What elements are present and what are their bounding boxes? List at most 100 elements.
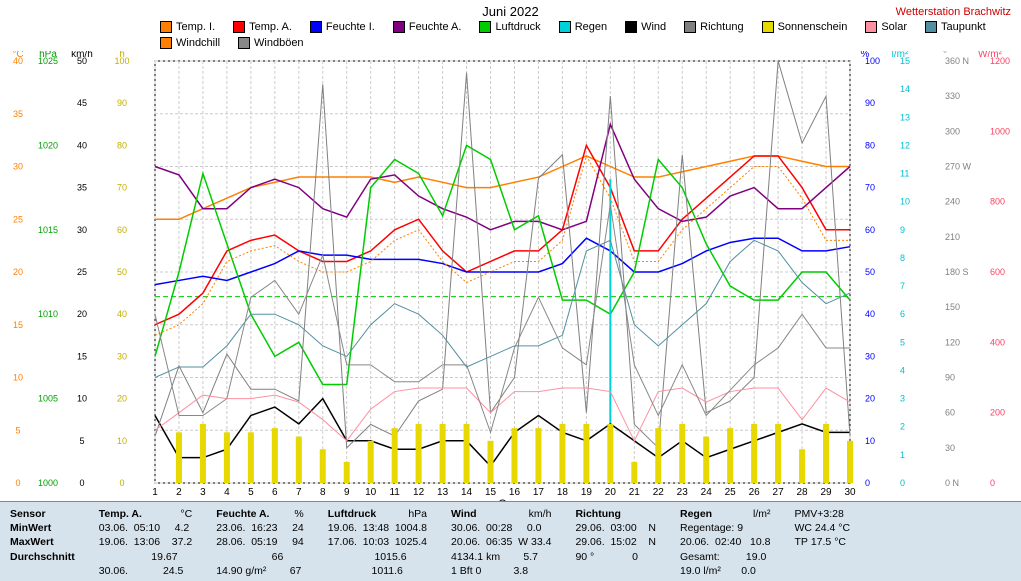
legend-item: Windchill xyxy=(160,37,220,49)
svg-text:15: 15 xyxy=(900,56,910,66)
svg-text:50: 50 xyxy=(77,56,87,66)
svg-text:330: 330 xyxy=(945,91,960,101)
svg-text:29: 29 xyxy=(820,487,832,498)
svg-text:70: 70 xyxy=(117,183,127,193)
svg-text:5: 5 xyxy=(15,425,20,435)
svg-text:10: 10 xyxy=(865,436,875,446)
chart-plot: 1234567891011121314151617181920212223242… xyxy=(0,51,1021,511)
svg-text:11: 11 xyxy=(389,487,400,498)
svg-text:180 S: 180 S xyxy=(945,267,969,277)
svg-text:23: 23 xyxy=(677,487,689,498)
legend-item: Temp. A. xyxy=(233,21,292,33)
svg-text:35: 35 xyxy=(77,183,87,193)
svg-text:1000: 1000 xyxy=(990,126,1010,136)
svg-text:20: 20 xyxy=(117,394,127,404)
svg-text:400: 400 xyxy=(990,337,1005,347)
svg-text:70: 70 xyxy=(865,183,875,193)
svg-text:90: 90 xyxy=(117,98,127,108)
svg-text:0: 0 xyxy=(15,478,20,488)
svg-text:13: 13 xyxy=(437,487,449,498)
svg-text:1010: 1010 xyxy=(38,309,58,319)
svg-text:9: 9 xyxy=(344,487,350,498)
svg-text:20: 20 xyxy=(605,487,617,498)
svg-text:45: 45 xyxy=(77,98,87,108)
svg-text:3: 3 xyxy=(200,487,206,498)
legend-item: Luftdruck xyxy=(479,21,540,33)
svg-text:20: 20 xyxy=(13,267,23,277)
svg-text:80: 80 xyxy=(117,140,127,150)
svg-text:200: 200 xyxy=(990,408,1005,418)
svg-text:60: 60 xyxy=(945,408,955,418)
svg-text:120: 120 xyxy=(945,337,960,347)
svg-text:0: 0 xyxy=(119,478,124,488)
svg-text:80: 80 xyxy=(865,140,875,150)
svg-text:27: 27 xyxy=(773,487,785,498)
svg-text:50: 50 xyxy=(117,267,127,277)
svg-text:0: 0 xyxy=(79,478,84,488)
svg-text:1200: 1200 xyxy=(990,56,1010,66)
svg-text:15: 15 xyxy=(77,351,87,361)
svg-text:11: 11 xyxy=(900,169,909,179)
svg-text:5: 5 xyxy=(900,337,905,347)
svg-text:6: 6 xyxy=(900,309,905,319)
svg-text:90: 90 xyxy=(945,373,955,383)
svg-text:100: 100 xyxy=(865,56,880,66)
svg-text:10: 10 xyxy=(13,373,23,383)
svg-text:1020: 1020 xyxy=(38,140,58,150)
svg-text:9: 9 xyxy=(900,225,905,235)
legend-item: Sonnenschein xyxy=(762,21,848,33)
svg-text:25: 25 xyxy=(13,214,23,224)
svg-text:6: 6 xyxy=(272,487,278,498)
legend-item: Richtung xyxy=(684,21,743,33)
svg-text:14: 14 xyxy=(461,487,473,498)
svg-text:800: 800 xyxy=(990,197,1005,207)
svg-text:0 N: 0 N xyxy=(945,478,959,488)
legend-item: Temp. I. xyxy=(160,21,215,33)
svg-text:60: 60 xyxy=(865,225,875,235)
svg-text:210: 210 xyxy=(945,232,960,242)
legend-item: Regen xyxy=(559,21,607,33)
legend-item: Windböen xyxy=(238,37,304,49)
svg-text:8: 8 xyxy=(900,253,905,263)
svg-text:240: 240 xyxy=(945,197,960,207)
legend: Temp. I. Temp. A. Feuchte I. Feuchte A. Luft… xyxy=(0,19,1021,51)
svg-text:30: 30 xyxy=(865,351,875,361)
svg-text:1: 1 xyxy=(900,450,905,460)
legend-item: Feuchte A. xyxy=(393,21,462,33)
stats-panel: SensorMinWertMaxWertDurchschnittTemp. A.… xyxy=(0,501,1021,581)
svg-text:21: 21 xyxy=(629,487,641,498)
svg-text:5: 5 xyxy=(79,436,84,446)
station-label: Wetterstation Brachwitz xyxy=(896,6,1011,18)
svg-text:15: 15 xyxy=(13,320,23,330)
svg-text:18: 18 xyxy=(557,487,569,498)
svg-text:5: 5 xyxy=(248,487,254,498)
chart-title: Juni 2022 xyxy=(0,0,1021,19)
legend-item: Feuchte I. xyxy=(310,21,375,33)
svg-text:30: 30 xyxy=(77,225,87,235)
svg-text:40: 40 xyxy=(117,309,127,319)
svg-text:25: 25 xyxy=(725,487,737,498)
legend-item: Solar xyxy=(865,21,907,33)
svg-text:22: 22 xyxy=(653,487,665,498)
svg-text:150: 150 xyxy=(945,302,960,312)
svg-text:20: 20 xyxy=(77,309,87,319)
svg-text:2: 2 xyxy=(176,487,182,498)
svg-text:14: 14 xyxy=(900,84,910,94)
svg-text:1025: 1025 xyxy=(38,56,58,66)
svg-text:12: 12 xyxy=(900,140,910,150)
svg-text:26: 26 xyxy=(749,487,761,498)
legend-item: Wind xyxy=(625,21,666,33)
svg-text:30: 30 xyxy=(945,443,955,453)
svg-text:40: 40 xyxy=(77,140,87,150)
svg-text:15: 15 xyxy=(485,487,497,498)
svg-text:3: 3 xyxy=(900,394,905,404)
svg-text:10: 10 xyxy=(77,394,87,404)
svg-text:10: 10 xyxy=(365,487,377,498)
svg-text:20: 20 xyxy=(865,394,875,404)
svg-text:16: 16 xyxy=(509,487,521,498)
svg-text:1005: 1005 xyxy=(38,394,58,404)
svg-text:40: 40 xyxy=(13,56,23,66)
svg-text:600: 600 xyxy=(990,267,1005,277)
svg-text:19: 19 xyxy=(581,487,593,498)
svg-text:0: 0 xyxy=(990,478,995,488)
